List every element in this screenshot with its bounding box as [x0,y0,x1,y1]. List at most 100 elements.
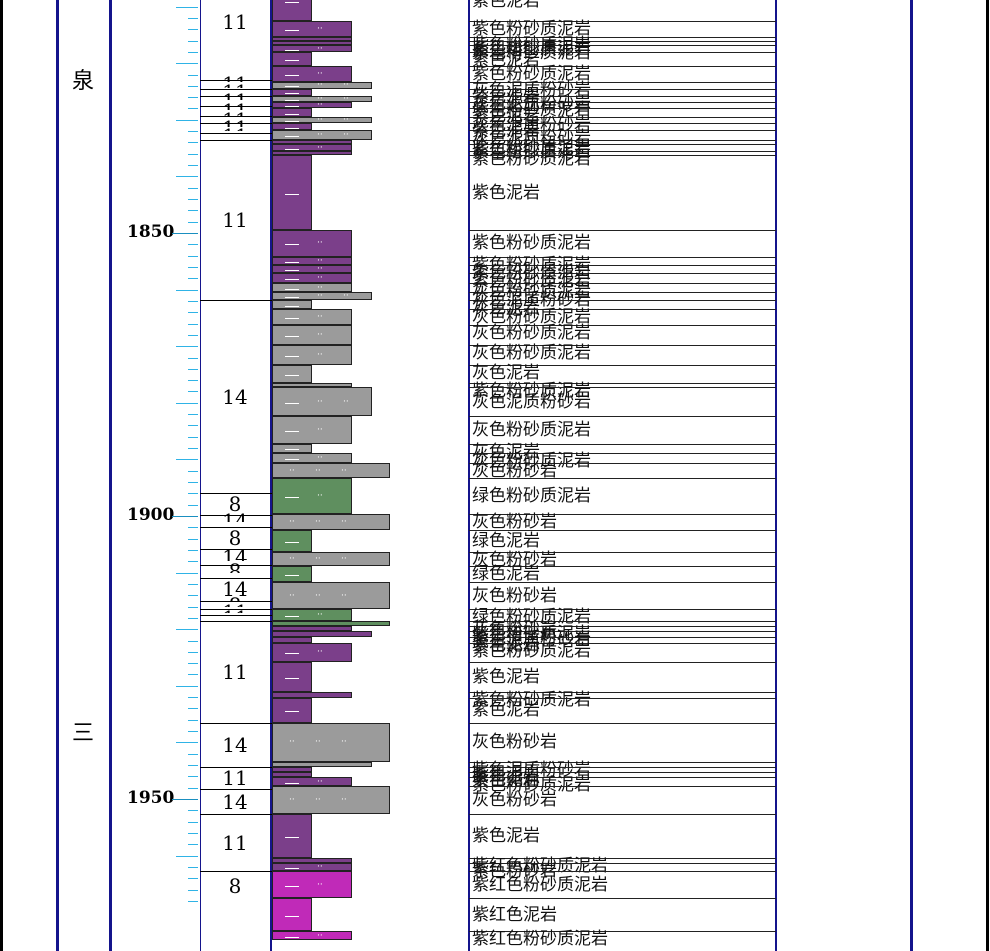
lithology-bed [272,530,312,552]
depth-tick [188,358,198,359]
description-boundary [469,300,776,301]
description-boundary [469,140,776,141]
description-boundary [469,345,776,346]
lithology-description: 紫色泥岩 [472,826,540,847]
depth-tick [188,29,198,30]
silt-dot: ·· [289,795,295,806]
mud-dash [285,2,299,4]
lithology-bed [272,364,312,383]
lithology-description: 紫色粉砂质泥岩 [472,623,591,644]
lithology-description: 紫色泥岩 [472,106,540,127]
description-boundary [469,123,776,124]
description-boundary [469,637,776,638]
lithology-bed: ·· [272,416,352,444]
silt-dot: ·· [341,553,347,564]
depth-tick [188,550,198,551]
lithology-description: 紫色粉砂质泥岩 [472,18,591,39]
lithology-description: 灰色粉砂岩 [472,790,557,811]
depth-tick [188,810,198,811]
mud-dash [285,318,299,320]
lithology-description: 绿色泥岩 [472,530,540,551]
silt-dot: ·· [317,144,323,151]
lithology-description: 紫色粉砂岩 [472,860,557,881]
lithology-description: 紫色泥岩 [472,121,540,142]
depth-tick [188,674,198,675]
silt-dot: ·· [289,516,295,527]
depth-tick [176,63,198,64]
description-boundary [469,45,776,46]
grain-boundary [200,300,272,301]
silt-dot: ·· [341,516,347,527]
grain-value: 11 [222,661,248,683]
mud-dash [285,885,299,887]
depth-tick [188,539,198,540]
grain-value: 14 [222,546,248,562]
depth-tick [188,527,198,528]
lithology-description: 灰色粉砂质泥岩 [472,450,591,471]
lithology-bed [272,88,312,96]
mud-dash [285,106,299,108]
description-boundary [469,144,776,145]
silt-dot: ·· [341,795,347,806]
description-boundary [469,871,776,872]
silt-dot: ·· [343,81,349,89]
lithology-description: 紫色粉砂质泥岩 [472,148,591,169]
lithology-bed [272,692,352,698]
grain-value: 11 [205,100,265,109]
lithology-bed [272,36,352,41]
silt-dot: ·· [317,931,323,941]
lithology-bed: ·· [272,264,352,273]
silt-dot: ·· [317,264,323,273]
lithology-bed: ·· ·· ·· [272,463,390,479]
lithology-description: 灰色粉砂岩 [472,619,557,640]
lithology-description: 紫色泥岩 [472,182,540,203]
frame-line-formation [56,0,59,951]
silt-dot: ·· [317,312,323,323]
description-boundary [469,777,776,778]
lithology-description: 紫色泥岩 [472,765,540,786]
mud-dash [285,93,299,95]
grain-boundary [200,549,272,550]
lithology-bed: ·· [272,478,352,514]
depth-tick [176,176,198,177]
depth-tick [188,108,198,109]
description-boundary [469,82,776,83]
lithology-bed: ·· [272,102,352,109]
lithology-description: 紫色粉砂质泥岩 [472,254,591,275]
lithology-description: 灰色粉砂质泥岩 [472,307,591,328]
lithology-description: 灰色粉砂岩 [472,732,557,753]
silt-dot: ·· [317,424,323,435]
grain-boundary [200,140,272,141]
silt-dot: ·· [343,96,349,103]
lithology-bed: ·· [272,609,352,622]
mud-dash [285,711,299,713]
lithology-bed [272,123,312,130]
lithology-description: 紫色粉砂质泥岩 [472,775,591,796]
lithology-bed: ·· ·· [272,386,372,417]
depth-tick [188,697,198,698]
lithology-description: 紫红色粉砂质泥岩 [472,856,608,877]
grain-boundary [200,96,272,97]
grain-value: 11 [205,109,265,116]
silt-dot: ·· [317,282,323,293]
lithology-bed: ·· [272,862,352,872]
silt-dot: ·· [317,102,323,109]
grain-boundary [200,565,272,566]
description-boundary [469,309,776,310]
lithology-bed [272,898,312,932]
grain-boundary [200,106,272,107]
depth-tick [188,493,198,494]
mud-dash [285,402,299,404]
depth-tick [188,244,198,245]
depth-tick [188,210,198,211]
lithology-bed: ·· [272,871,352,899]
mud-dash [285,193,299,195]
description-boundary [469,863,776,864]
lithology-bed [272,858,352,863]
description-boundary [469,898,776,899]
description-boundary [469,155,776,156]
lithology-description: 灰色粉砂质泥岩 [472,343,591,364]
grain-boundary [200,515,272,516]
lithology-bed [272,631,372,638]
mud-dash [285,837,299,839]
